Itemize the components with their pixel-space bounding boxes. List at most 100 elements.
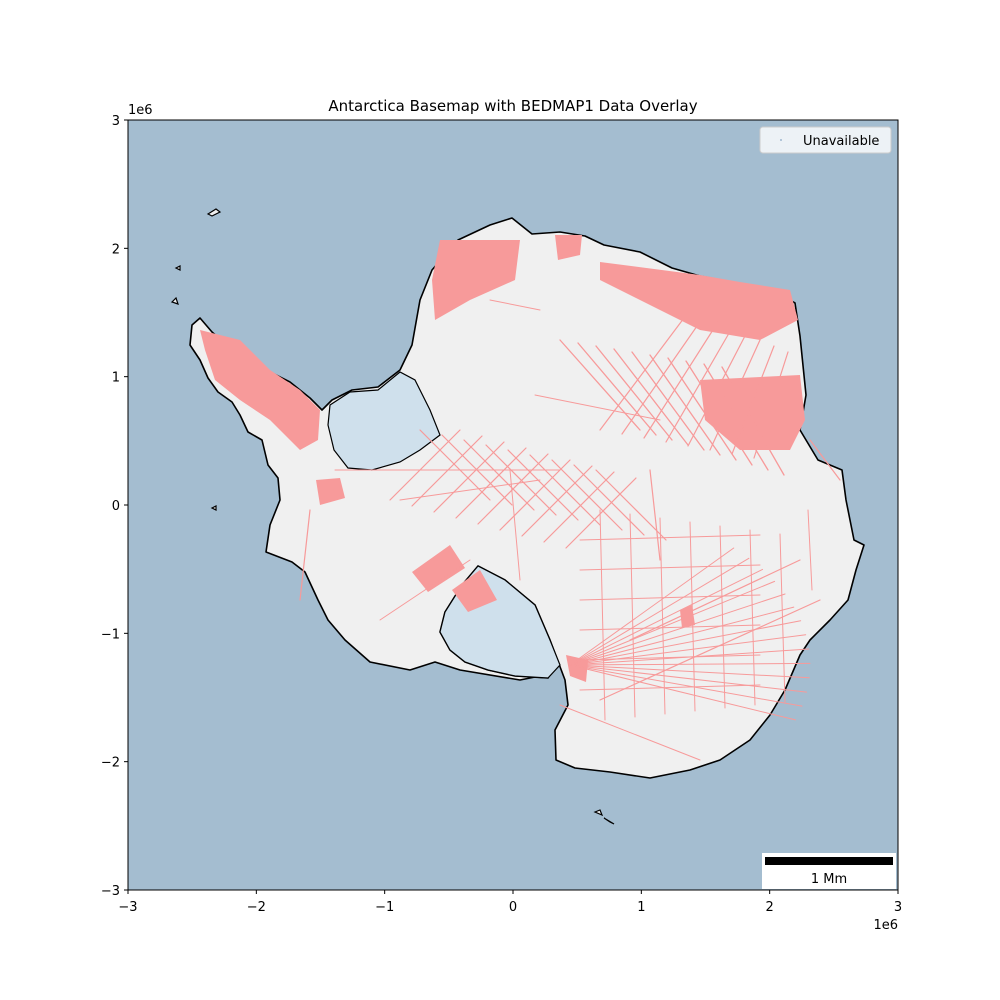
survey-track-line	[399, 479, 541, 501]
y-tick-label: 2	[112, 242, 120, 257]
y-tick-label: 1	[112, 371, 120, 386]
survey-track-line	[569, 664, 803, 707]
survey-dense-block	[555, 235, 582, 260]
survey-track-line	[613, 348, 689, 446]
survey-track-line	[809, 439, 841, 481]
survey-track-line	[433, 441, 505, 513]
survey-track-line	[579, 564, 761, 571]
scale-bar-label: 1 Mm	[811, 872, 847, 887]
survey-track-line	[649, 354, 721, 456]
y-tick-label: −3	[101, 884, 120, 899]
survey-track-line	[599, 509, 606, 721]
survey-dense-block	[432, 240, 520, 320]
survey-track-line	[509, 469, 521, 581]
survey-track-line	[569, 648, 810, 666]
survey-track-line	[569, 664, 810, 679]
survey-track-line	[629, 559, 801, 641]
ronne-filchner-ice-shelf	[327, 371, 441, 471]
map-area	[128, 120, 898, 890]
survey-track-line	[665, 327, 733, 443]
islands	[170, 208, 615, 825]
survey-dense-block	[316, 478, 345, 505]
survey-track-line	[629, 513, 636, 718]
survey-dense-block	[600, 262, 798, 340]
survey-tracks	[200, 235, 841, 761]
survey-track-line	[455, 447, 527, 519]
survey-track-line	[529, 454, 601, 526]
survey-track-line	[687, 333, 747, 447]
survey-track-line	[521, 465, 593, 537]
survey-track-line	[721, 366, 785, 476]
survey-track-line	[569, 662, 811, 666]
x-axis: −3 −2 −1 0 1 2 3	[118, 890, 902, 915]
survey-track-line	[411, 435, 483, 507]
survey-dense-block	[412, 545, 465, 592]
survey-track-line	[649, 469, 661, 561]
survey-track-line	[779, 533, 786, 703]
y-tick-label: −1	[101, 627, 120, 642]
survey-track-line	[599, 599, 821, 701]
survey-track-line	[565, 477, 637, 549]
survey-track-line	[485, 444, 557, 516]
x-tick-label: −1	[375, 900, 394, 915]
survey-track-line	[807, 509, 813, 591]
legend: Unavailable	[759, 126, 892, 154]
survey-track-line	[719, 525, 726, 709]
survey-track-line	[573, 464, 645, 536]
survey-track-line	[559, 339, 641, 431]
chart-title: Antarctica Basemap with BEDMAP1 Data Ove…	[328, 97, 697, 115]
survey-track-line	[577, 342, 657, 436]
y-tick-label: 3	[112, 114, 120, 129]
survey-track-line	[579, 534, 761, 541]
survey-track-line	[569, 557, 750, 666]
survey-track-line	[569, 547, 735, 666]
survey-track-line	[731, 345, 775, 455]
x-tick-label: −2	[247, 900, 266, 915]
survey-dense-block	[200, 330, 320, 450]
survey-track-line	[643, 321, 719, 439]
x-axis-offset-label: 1e6	[873, 918, 898, 933]
y-tick-label: 0	[112, 499, 120, 514]
survey-track-line	[569, 620, 802, 666]
survey-track-line	[621, 315, 705, 435]
survey-track-line	[579, 654, 761, 661]
survey-track-line	[507, 449, 579, 521]
x-tick-label: 3	[894, 900, 902, 915]
y-axis: −3 −2 −1 0 1 2 3	[101, 114, 128, 899]
survey-dense-block	[700, 375, 805, 450]
survey-track-line	[559, 704, 701, 761]
survey-track-line	[477, 453, 549, 525]
survey-track-line	[499, 459, 571, 531]
survey-track-line	[685, 360, 753, 466]
legend-label: Unavailable	[803, 134, 879, 149]
scale-bar-line	[765, 857, 893, 865]
survey-track-line	[667, 357, 737, 461]
legend-box	[759, 126, 892, 154]
survey-track-line	[379, 559, 471, 621]
scale-bar: 1 Mm	[762, 853, 896, 889]
survey-track-line	[703, 363, 769, 471]
x-tick-label: −3	[118, 900, 137, 915]
survey-track-line	[569, 634, 807, 666]
survey-track-line	[579, 684, 761, 691]
survey-track-line	[595, 345, 673, 441]
survey-track-line	[489, 299, 541, 311]
survey-track-line	[709, 339, 761, 451]
y-tick-label: −2	[101, 756, 120, 771]
survey-track-line	[299, 509, 311, 601]
y-axis-offset-label: 1e6	[128, 103, 153, 118]
survey-track-line	[569, 580, 776, 666]
survey-track-line	[595, 469, 667, 541]
survey-dense-block	[452, 570, 497, 612]
survey-track-line	[534, 394, 661, 421]
survey-track-line	[569, 568, 764, 666]
survey-track-line	[579, 624, 761, 631]
survey-track-line	[569, 664, 808, 693]
survey-track-line	[569, 593, 786, 666]
survey-track-line	[569, 664, 796, 721]
x-tick-label: 1	[637, 900, 645, 915]
survey-track-line	[599, 309, 691, 431]
survey-track-line	[579, 594, 761, 601]
x-tick-label: 2	[766, 900, 774, 915]
